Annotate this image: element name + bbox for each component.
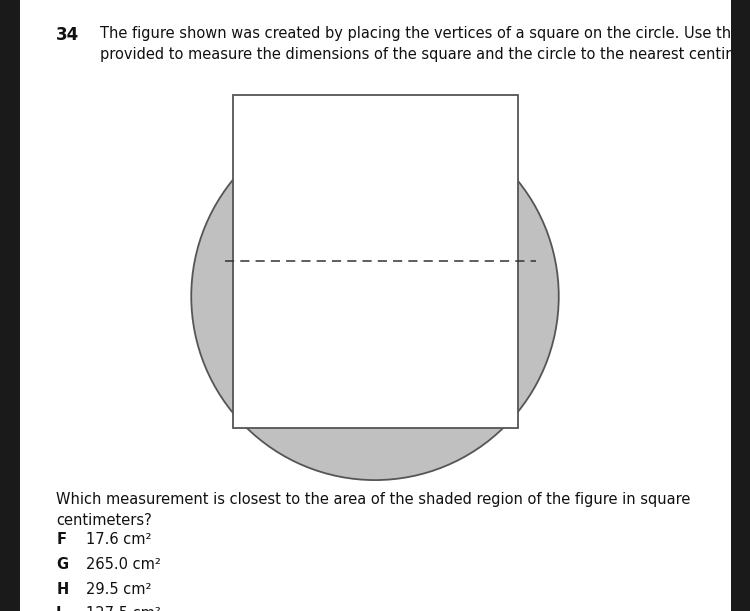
Text: H: H	[56, 582, 68, 597]
Text: The figure shown was created by placing the vertices of a square on the circle. : The figure shown was created by placing …	[100, 26, 750, 62]
Text: 127.5 cm²: 127.5 cm²	[86, 606, 161, 611]
Text: Which measurement is closest to the area of the shaded region of the figure in s: Which measurement is closest to the area…	[56, 492, 691, 528]
Text: F: F	[56, 532, 66, 547]
Bar	[0, 0, 20, 611]
Text: J: J	[56, 606, 62, 611]
Text: G: G	[56, 557, 68, 573]
Text: 265.0 cm²: 265.0 cm²	[86, 557, 161, 573]
Text: 34: 34	[56, 26, 80, 44]
Bar	[730, 0, 750, 611]
Ellipse shape	[191, 112, 559, 480]
Text: 29.5 cm²: 29.5 cm²	[86, 582, 152, 597]
Bar	[232, 95, 518, 428]
Text: 17.6 cm²: 17.6 cm²	[86, 532, 152, 547]
